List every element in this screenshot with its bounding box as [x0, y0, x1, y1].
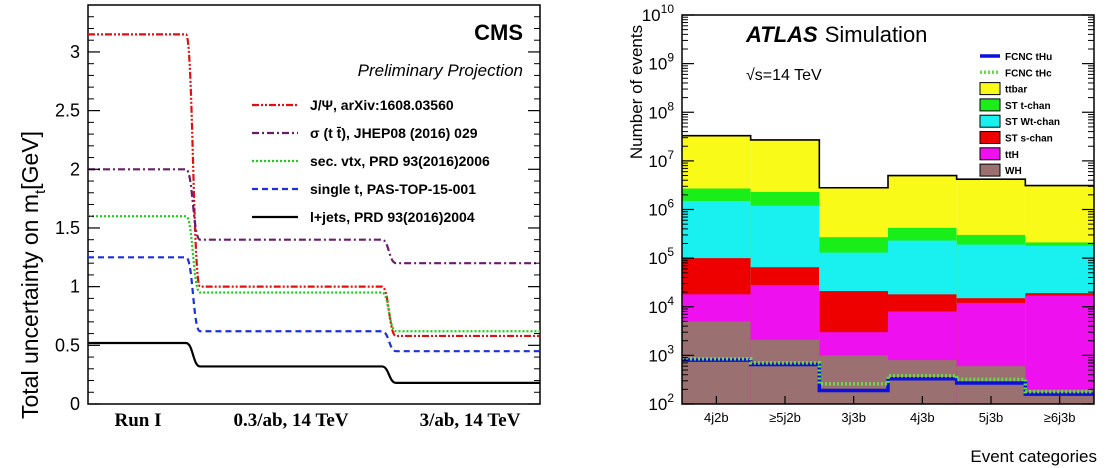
cms-legend-label-3: single t, PAS-TOP-15-001 [310, 181, 476, 197]
cms-series-lines [88, 33, 540, 384]
cms-y-tick-label: 1 [70, 277, 80, 297]
atlas-y-tick-label: 103 [648, 342, 674, 365]
atlas-y-tick-label: 1010 [642, 2, 675, 25]
atlas-bar-wh-2 [819, 355, 888, 404]
atlas-total-outline [682, 134, 1094, 189]
atlas-x-tick-label-2: 3j3b [841, 410, 866, 425]
cms-legend-label-0: J/Ψ, arXiv:1608.03560 [310, 97, 454, 113]
cms-y-axis: 0 0.5 1 1.5 2 2.5 3 [55, 16, 540, 414]
cms-y-tick-label: 2 [70, 159, 80, 179]
atlas-x-axis-title: Event categories [970, 447, 1097, 466]
atlas-y-axis: 102 103 104 105 106 107 108 109 1010 [642, 2, 1094, 414]
cms-legend-label-1: σ (t t̄), JHEP08 (2016) 029 [310, 125, 478, 141]
atlas-stacked-bars [682, 134, 1094, 404]
cms-y-tick-label: 0 [70, 394, 80, 414]
cms-ylabel-sub: t [32, 189, 49, 194]
cms-series-line-3 [88, 256, 540, 353]
cms-x-tick-label-2: 3/ab, 14 TeV [420, 410, 521, 431]
atlas-signal-lines [682, 357, 1094, 396]
cms-legend-label-2: sec. vtx, PRD 93(2016)2006 [310, 153, 490, 169]
atlas-legend-swatch-2 [979, 82, 1001, 96]
atlas-legend-swatch-7 [979, 163, 1001, 177]
atlas-y-tick-label: 102 [648, 391, 674, 414]
atlas-x-tick-label-3: 4j3b [910, 410, 935, 425]
atlas-x-tick-label-1: ≥5j2b [769, 410, 801, 425]
atlas-x-tick-label-4: 5j3b [979, 410, 1004, 425]
atlas-y-tick-label: 107 [648, 148, 674, 171]
cms-legend-label-4: l+jets, PRD 93(2016)2004 [310, 209, 475, 225]
atlas-y-tick-label: 106 [648, 197, 674, 220]
cms-subtitle: Preliminary Projection [358, 61, 523, 80]
cms-experiment-label: CMS [474, 20, 523, 45]
cms-ylabel-main: Total uncertainty on m [17, 194, 43, 419]
atlas-x-tick-label-0: 4j2b [704, 410, 729, 425]
atlas-legend-label-6: ttH [1005, 150, 1019, 161]
svg-text:Total uncertainty on mt[GeV]: Total uncertainty on mt[GeV] [17, 131, 49, 419]
atlas-legend-label-0: FCNC tHu [1005, 52, 1052, 63]
atlas-legend-label-7: WH [1005, 166, 1022, 177]
atlas-legend-label-2: ttbar [1005, 85, 1027, 96]
atlas-legend-label-5: ST s-chan [1005, 134, 1053, 145]
atlas-legend-label-4: ST Wt-chan [1005, 117, 1060, 128]
atlas-experiment-label: ATLAS Simulation [745, 22, 927, 47]
atlas-legend: FCNC tHu FCNC tHc ttbar ST t-chan ST Wt-chan… [979, 52, 1060, 177]
cms-ylabel-unit: [GeV] [17, 131, 43, 190]
atlas-bar-tth-5 [1025, 295, 1094, 404]
atlas-y-tick-label: 104 [648, 294, 674, 317]
cms-chart: 0 0.5 1 1.5 2 2.5 3 Run I 0.3/ab, 14 TeV 3/ab, 1… [17, 4, 541, 431]
atlas-signal-line-1 [682, 357, 1094, 394]
cms-series-line-1 [88, 168, 540, 265]
cms-y-tick-label: 1.5 [55, 218, 80, 238]
atlas-experiment: ATLAS [745, 22, 818, 47]
cms-series-line-4 [88, 341, 540, 384]
atlas-legend-swatch-5 [979, 131, 1001, 144]
atlas-legend-label-1: FCNC tHc [1005, 68, 1052, 79]
atlas-bar-wh-1 [750, 339, 820, 404]
atlas-legend-swatch-3 [979, 98, 1001, 112]
cms-y-tick-label: 2.5 [55, 101, 80, 121]
cms-y-tick-label: 3 [70, 42, 80, 62]
cms-y-axis-title: Total uncertainty on mt[GeV] [17, 131, 49, 419]
atlas-energy-label: √s=14 TeV [746, 67, 822, 84]
cms-legend: J/Ψ, arXiv:1608.03560 σ (t t̄), JHEP08 (2… [252, 97, 490, 225]
cms-y-tick-label: 0.5 [55, 335, 80, 355]
atlas-label: Simulation [825, 22, 928, 47]
cms-x-axis: Run I 0.3/ab, 14 TeV 3/ab, 14 TeV [115, 410, 521, 431]
cms-x-tick-label-0: Run I [115, 410, 162, 431]
atlas-legend-swatch-6 [979, 147, 1001, 161]
cms-series-line-2 [88, 215, 540, 333]
atlas-chart: 102 103 104 105 106 107 108 109 1010 4j2b ≥5j2b 3j… [627, 2, 1097, 466]
atlas-y-tick-label: 109 [648, 51, 674, 74]
atlas-y-tick-label: 105 [648, 245, 674, 268]
atlas-bar-wh-0 [682, 321, 751, 404]
atlas-y-tick-label: 108 [648, 99, 674, 122]
atlas-legend-label-3: ST t-chan [1005, 101, 1051, 112]
atlas-x-axis: 4j2b ≥5j2b 3j3b 4j3b 5j3b ≥6j3b [704, 396, 1076, 425]
atlas-legend-swatch-4 [979, 114, 1001, 128]
cms-x-tick-label-1: 0.3/ab, 14 TeV [233, 410, 348, 431]
atlas-x-tick-label-5: ≥6j3b [1044, 410, 1076, 425]
atlas-y-axis-title: Number of events [627, 25, 646, 159]
